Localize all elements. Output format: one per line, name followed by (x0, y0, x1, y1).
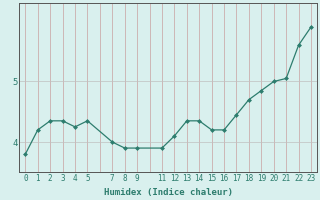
X-axis label: Humidex (Indice chaleur): Humidex (Indice chaleur) (104, 188, 233, 197)
